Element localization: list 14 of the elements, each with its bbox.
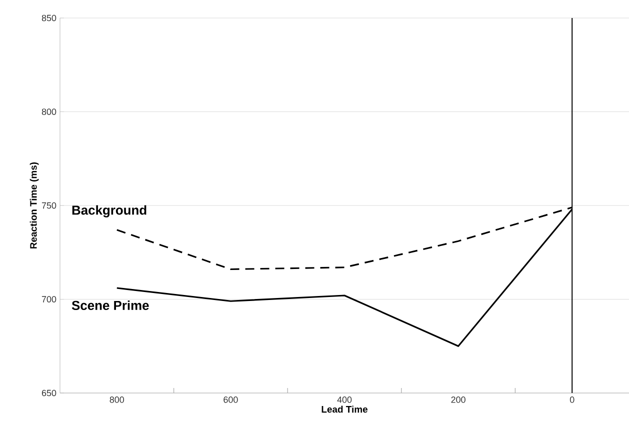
x-axis-title: Lead Time [322,406,368,413]
y-tick-label: 850 [42,14,56,22]
x-tick-label: 200 [451,396,466,403]
series-label: Scene Prime [72,300,149,310]
y-axis-title: Reaction Time (ms) [30,162,39,248]
series-label: Background [72,205,146,218]
y-tick-label: 650 [42,390,56,396]
x-tick-label: 600 [224,396,238,403]
x-tick-label: 0 [570,396,574,403]
y-tick-label: 800 [42,108,56,115]
x-tick-label: 800 [110,396,124,403]
y-tick-label: 750 [42,202,56,209]
x-tick-label: 400 [337,396,352,403]
y-tick-label: 700 [42,296,56,302]
